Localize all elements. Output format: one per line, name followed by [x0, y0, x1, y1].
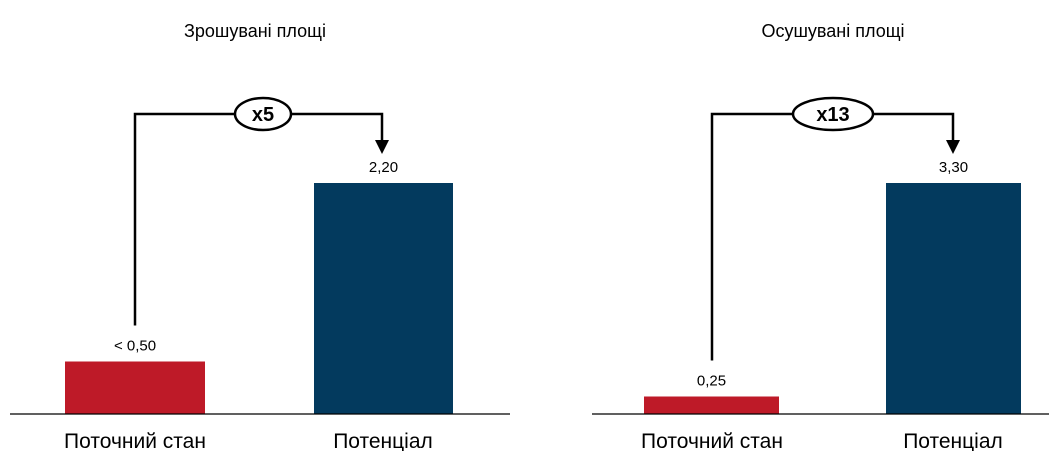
- multiplier-label: x5: [252, 104, 274, 126]
- data-label: 2,20: [369, 159, 398, 176]
- bar: [314, 183, 453, 414]
- panel-drained-areas: Осушувані площі 0,25 Поточний стан 3,30 Пот…: [592, 21, 1049, 451]
- panel-irrigated-areas: Зрошувані площі < 0,50 Поточний стан 2,20 П…: [10, 21, 510, 451]
- category-label: Потенціал: [903, 430, 1003, 451]
- data-label: 3,30: [939, 159, 968, 176]
- category-label: Поточний стан: [64, 430, 206, 451]
- bar: [886, 183, 1021, 414]
- multiplier-bubble: [233, 96, 293, 132]
- chart-title: Зрошувані площі: [184, 21, 326, 41]
- category-label: Потенціал: [333, 430, 433, 451]
- multiplier-bubble: [791, 96, 875, 132]
- arrow-head: [946, 140, 960, 154]
- data-label: 0,25: [697, 373, 726, 390]
- multiplier-label: x13: [816, 104, 849, 126]
- bar: [644, 396, 779, 414]
- data-label: < 0,50: [114, 338, 156, 355]
- chart-title: Осушувані площі: [761, 21, 904, 41]
- bar: [65, 361, 205, 414]
- arrow-head: [375, 140, 389, 154]
- category-label: Поточний стан: [641, 430, 783, 451]
